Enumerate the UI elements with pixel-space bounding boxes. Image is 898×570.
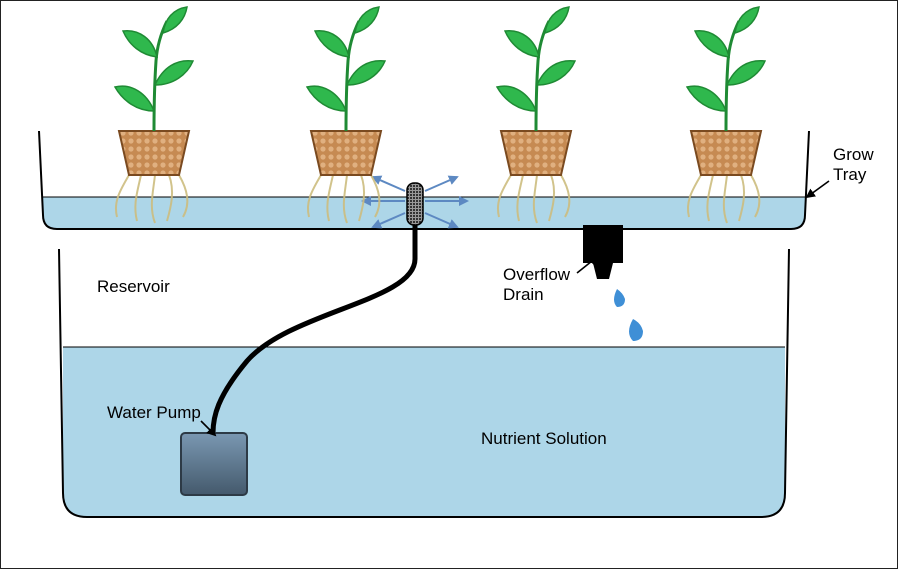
plant-1 xyxy=(115,7,193,223)
diagram-canvas: Grow Tray Reservoir Overflow Drain Water… xyxy=(0,0,898,569)
label-reservoir: Reservoir xyxy=(97,277,170,297)
plant-3 xyxy=(497,7,575,223)
plant-4 xyxy=(687,7,765,223)
plants xyxy=(115,7,765,223)
label-nutrient: Nutrient Solution xyxy=(481,429,607,449)
overflow-drain xyxy=(583,225,623,279)
label-water-pump: Water Pump xyxy=(107,403,201,423)
label-grow-tray: Grow Tray xyxy=(833,145,874,186)
reservoir-water xyxy=(63,347,785,517)
plant-2 xyxy=(307,7,385,223)
water-pump xyxy=(181,433,247,495)
water-drops xyxy=(614,289,643,341)
grow-tray-water xyxy=(43,197,805,229)
sprayer xyxy=(407,183,423,225)
label-overflow: Overflow Drain xyxy=(503,265,570,306)
